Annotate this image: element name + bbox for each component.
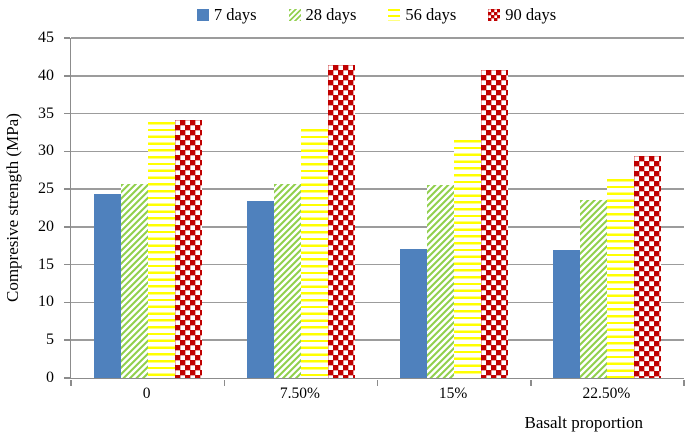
- y-tick-mark-45: [63, 37, 70, 39]
- bar-28-days-7-50: [273, 183, 301, 378]
- y-tick-label-0: 0: [46, 369, 54, 386]
- gridline-30: [71, 150, 684, 153]
- bar-group-0: [71, 38, 224, 378]
- gridline-25: [71, 188, 684, 190]
- y-tick-mark-10: [63, 301, 70, 304]
- x-tick-mark-4: [683, 379, 685, 386]
- bar-groups: [71, 38, 684, 378]
- y-tick-mark-30: [63, 150, 70, 153]
- bar-group-7-50: [224, 38, 377, 378]
- bar-7-days-0: [93, 193, 121, 378]
- x-tick-mark-0: [70, 379, 72, 386]
- bar-group-15: [378, 38, 531, 378]
- legend-item-90-days: 90 days: [488, 5, 556, 25]
- y-tick-mark-20: [63, 226, 70, 228]
- y-tick-label-40: 40: [38, 66, 54, 84]
- y-tick-label-45: 45: [38, 29, 54, 46]
- x-tick-mark-3: [530, 379, 532, 386]
- bar-group-22-50: [531, 38, 684, 378]
- x-axis-title: Basalt proportion: [524, 413, 643, 432]
- gridline-5: [71, 339, 684, 341]
- plot-area: [63, 37, 685, 386]
- y-tick-mark-5: [63, 339, 70, 341]
- y-tick-mark-40: [63, 75, 70, 77]
- bar-56-days-0: [147, 121, 175, 378]
- y-tick-label-5: 5: [46, 331, 54, 349]
- x-tick-mark-2: [376, 379, 379, 386]
- legend-item-7-days: 7 days: [196, 5, 257, 25]
- legend-marker-7-days-icon: [196, 9, 209, 21]
- y-tick-mark-15: [63, 263, 70, 266]
- legend-label: 7 days: [213, 5, 257, 24]
- x-axis-tick-labels: 0 7.50% 15% 22.50%: [70, 385, 683, 403]
- bar-28-days-0: [120, 183, 148, 378]
- x-tick-mark-1: [223, 379, 225, 386]
- bar-90-days-7-50: [327, 65, 355, 378]
- gridline-45: [71, 37, 684, 39]
- legend-marker-90-days-icon: [488, 9, 501, 21]
- bar-7-days-7-50: [246, 201, 274, 378]
- gridline-15: [71, 263, 684, 266]
- x-tick-label-7-50: 7.50%: [279, 385, 320, 402]
- bar-56-days-7-50: [300, 128, 328, 378]
- gridlines: [71, 37, 684, 378]
- bar-90-days-0: [174, 119, 202, 378]
- y-tick-mark-0: [63, 377, 70, 379]
- bar-90-days-15: [481, 69, 509, 378]
- legend-label: 56 days: [405, 5, 457, 24]
- gridline-20: [71, 226, 684, 228]
- y-tick-label-10: 10: [38, 293, 54, 311]
- legend-marker-56-days-icon: [388, 9, 401, 21]
- legend-item-28-days: 28 days: [288, 5, 357, 25]
- y-tick-label-25: 25: [38, 180, 54, 198]
- gridline-35: [71, 112, 684, 115]
- y-tick-mark-25: [63, 188, 70, 190]
- x-tick-label-15: 15%: [438, 385, 468, 402]
- legend-marker-28-days-icon: [288, 9, 301, 21]
- bar-7-days-22-50: [553, 249, 581, 378]
- bar-56-days-22-50: [607, 178, 635, 378]
- bar-28-days-15: [427, 184, 455, 378]
- y-tick-label-20: 20: [38, 217, 54, 235]
- legend: 7 days 28 days 56 days 90 days: [70, 4, 683, 26]
- legend-label: 90 days: [505, 5, 557, 24]
- y-tick-label-15: 15: [38, 255, 54, 273]
- bar-56-days-15: [454, 140, 482, 378]
- y-tick-label-35: 35: [38, 104, 54, 122]
- y-axis-tick-labels: 0 5 10 15 20 25 30 35 40 45: [0, 29, 62, 386]
- y-tick-label-30: 30: [38, 142, 54, 160]
- bar-28-days-22-50: [580, 199, 608, 378]
- x-tick-label-0: 0: [142, 385, 151, 402]
- gridline-40: [71, 75, 684, 77]
- bar-90-days-22-50: [634, 155, 662, 378]
- gridline-10: [71, 301, 684, 304]
- x-tick-label-22-50: 22.50%: [582, 385, 631, 402]
- legend-item-56-days: 56 days: [388, 5, 456, 25]
- bar-7-days-15: [400, 248, 428, 378]
- y-tick-mark-35: [63, 112, 70, 115]
- legend-label: 28 days: [305, 5, 357, 24]
